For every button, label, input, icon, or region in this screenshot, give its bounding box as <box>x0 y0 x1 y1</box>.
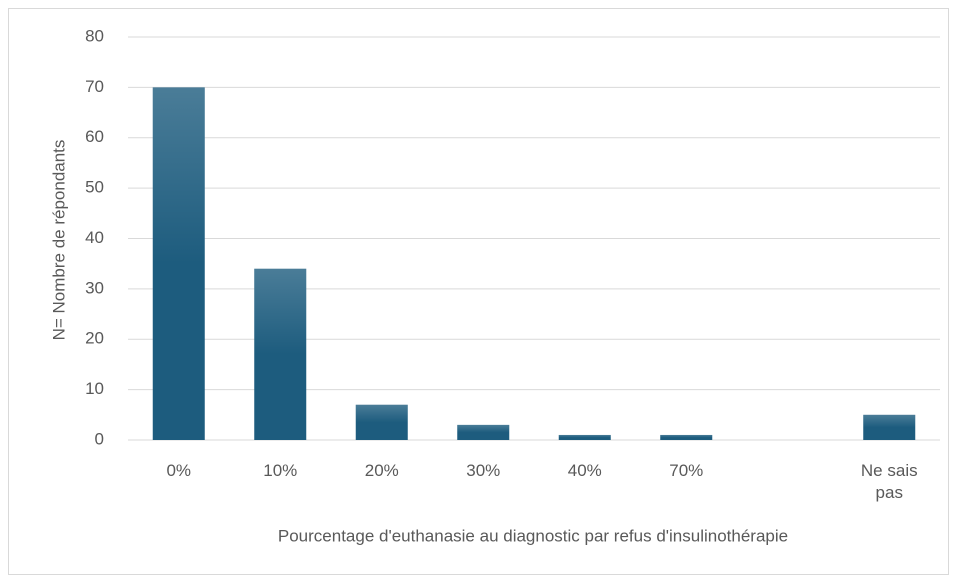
x-tick-label: 20% <box>364 461 399 480</box>
x-tick-label: 0% <box>166 461 192 480</box>
bar <box>355 404 408 440</box>
bar <box>660 434 713 440</box>
x-tick-label: Ne sais pas <box>860 461 918 502</box>
chart-border <box>8 8 949 575</box>
y-tick-label: 80 <box>85 26 104 45</box>
y-tick-label: 0 <box>95 429 104 448</box>
y-tick-label: 20 <box>85 329 104 348</box>
x-tick-label: 10% <box>263 461 298 480</box>
x-axis-label: Pourcentage d'euthanasie au diagnostic p… <box>278 526 788 545</box>
y-tick-label: 30 <box>85 278 104 297</box>
y-tick-label: 50 <box>85 178 104 197</box>
bar <box>558 434 611 440</box>
y-tick-label: 10 <box>85 379 104 398</box>
bar <box>152 87 205 440</box>
y-axis-label: N= Nombre de répondants <box>49 140 68 341</box>
bar <box>254 268 307 440</box>
x-tick-label: 70% <box>669 461 704 480</box>
x-tick-label: 40% <box>567 461 602 480</box>
y-tick-label: 70 <box>85 77 104 96</box>
bar <box>863 414 916 440</box>
x-tick-label: 30% <box>466 461 501 480</box>
y-tick-label: 40 <box>85 228 104 247</box>
y-tick-label: 60 <box>85 127 104 146</box>
bar <box>457 424 510 440</box>
